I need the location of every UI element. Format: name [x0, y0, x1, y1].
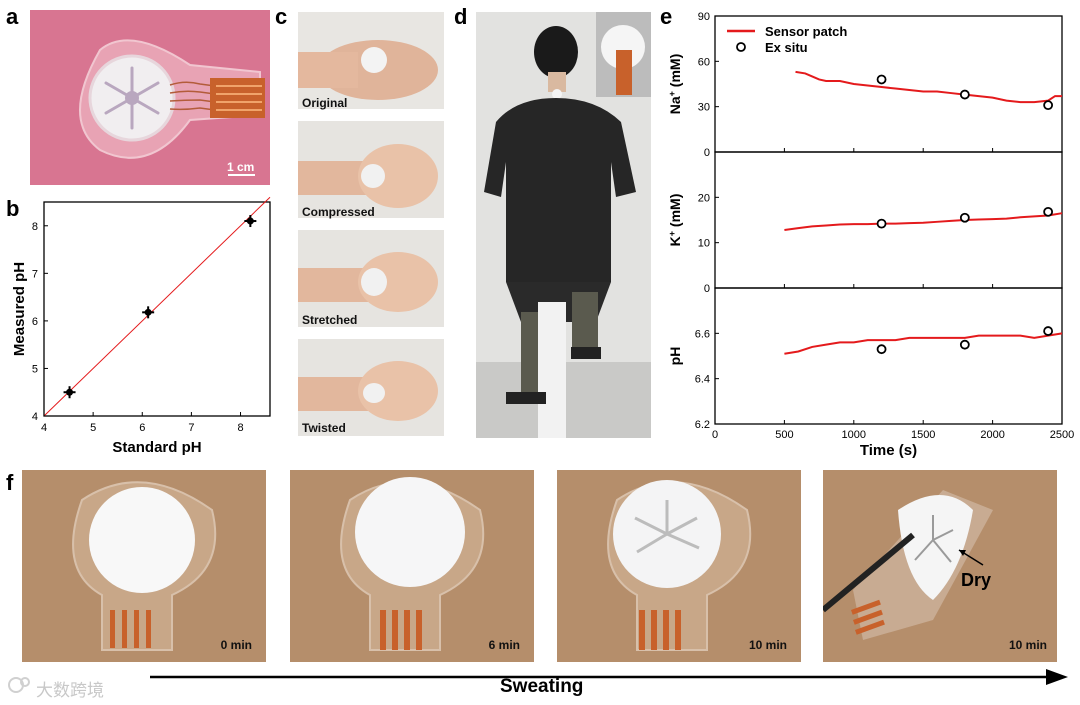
panel-c-photo-original	[298, 12, 444, 109]
sweating-arrow	[150, 669, 1068, 685]
hand-illustration	[298, 12, 444, 109]
fit-line	[43, 196, 271, 417]
panel-label-f: f	[6, 470, 14, 495]
subplot-frame	[714, 287, 1063, 425]
x-tick-label: 1500	[911, 429, 935, 441]
person-cycling-illustration	[476, 12, 651, 438]
panel-e-chart: 0 30 60 90 Na+ (mM) 0 10 20 K+ (mM) 6.2 6.4 6.6 pH 0 5…	[667, 11, 1074, 459]
hand-illustration	[298, 339, 444, 436]
panel-label-b: b	[6, 196, 20, 221]
x-tick-label: 8	[237, 422, 243, 434]
legend-sensor-label: Sensor patch	[765, 24, 847, 39]
x-tick-label: 2500	[1050, 429, 1074, 441]
ex-situ-point	[959, 89, 970, 100]
x-tick-label: 2000	[980, 429, 1004, 441]
x-tick-label: 4	[41, 422, 47, 434]
y-tick-label: 7	[32, 268, 38, 280]
data-point	[244, 215, 257, 228]
ex-situ-point	[1043, 326, 1054, 336]
y-axis-label: Measured pH	[11, 262, 28, 356]
y-tick-label: 10	[698, 238, 710, 250]
scale-bar-label: 1 cm	[227, 160, 255, 174]
legend-exsitu-swatch	[736, 42, 746, 52]
x-axis-label: Standard pH	[112, 439, 201, 456]
x-tick-label: 7	[188, 422, 194, 434]
point-marker	[246, 217, 254, 225]
ex-situ-point	[959, 212, 970, 223]
caption-stretched: Stretched	[302, 313, 358, 327]
caption-compressed: Compressed	[302, 205, 375, 219]
time-label-0: 0 min	[220, 638, 252, 652]
x-tick-label: 6	[139, 422, 145, 434]
time-label-6: 6 min	[488, 638, 520, 652]
watermark-logo-icon	[8, 677, 30, 693]
panel-f-photo-0min: 0 min	[22, 470, 266, 662]
y-tick-label: 6.4	[695, 374, 710, 386]
panel-label-c: c	[275, 4, 288, 29]
patch-on-skin-illustration	[290, 470, 534, 662]
patch-on-skin-illustration	[557, 470, 801, 662]
y-tick-label: 60	[698, 56, 710, 68]
dry-annotation: Dry	[961, 570, 992, 590]
ex-situ-point	[1043, 100, 1054, 111]
subplot-frame	[714, 151, 1063, 289]
panel-c-photo-twisted	[298, 339, 444, 436]
panel-c-photo-compressed	[298, 121, 444, 218]
panel-label-d: d	[454, 4, 468, 29]
ex-situ-point	[959, 339, 970, 350]
ex-situ-point	[1043, 206, 1054, 217]
y-tick-label: 20	[698, 192, 710, 204]
data-point	[63, 386, 76, 399]
y-tick-label: 30	[698, 102, 710, 114]
panel-label-a: a	[6, 4, 19, 29]
hand-illustration	[298, 230, 444, 327]
point-marker	[66, 388, 74, 396]
y-tick-label: 5	[32, 363, 38, 375]
time-label-10b: 10 min	[1008, 638, 1047, 652]
y-axis-label: pH	[667, 347, 683, 366]
ex-situ-point	[876, 344, 887, 355]
sensor-line	[795, 70, 1062, 104]
y-tick-label: 90	[698, 11, 710, 23]
y-tick-label: 6.2	[695, 419, 710, 431]
sensor-line	[784, 212, 1063, 231]
panel-d-photo	[476, 12, 651, 438]
peeled-patch-illustration	[823, 470, 1057, 662]
panel-b-chart: 4 5 6 7 8 4 5 6 7 8 Standard pH Measured pH	[11, 196, 271, 456]
x-tick-label: 0	[712, 429, 718, 441]
panel-c-photo-stretched	[298, 230, 444, 327]
y-tick-label: 4	[32, 411, 38, 423]
sensor-patch-illustration	[30, 10, 270, 185]
x-tick-label: 500	[775, 429, 793, 441]
caption-twisted: Twisted	[302, 421, 346, 435]
caption-original: Original	[302, 96, 348, 110]
hand-illustration	[298, 121, 444, 218]
ex-situ-point	[876, 74, 887, 85]
legend-exsitu-label: Ex situ	[765, 40, 808, 55]
patch-on-skin-illustration	[22, 470, 266, 662]
time-label-10a: 10 min	[748, 638, 787, 652]
y-tick-label: 0	[704, 283, 710, 295]
y-tick-label: 6.6	[695, 328, 710, 340]
y-axis-label: Na+ (mM)	[667, 54, 683, 115]
sweating-label: Sweating	[500, 676, 584, 697]
sensor-line	[784, 332, 1063, 355]
panel-label-e: e	[660, 4, 673, 29]
x-tick-label: 1000	[842, 429, 866, 441]
panel-a-photo: 1 cm	[30, 10, 270, 185]
point-marker	[144, 308, 152, 316]
data-point	[142, 306, 155, 319]
y-axis-label: K+ (mM)	[667, 194, 683, 247]
x-tick-label: 5	[90, 422, 96, 434]
watermark: 大数跨境	[36, 681, 104, 701]
ex-situ-point	[876, 218, 887, 229]
panel-f-photo-10min-peeled: Dry 10 min	[823, 470, 1057, 662]
plot-frame	[43, 201, 271, 417]
y-tick-label: 0	[704, 147, 710, 159]
panel-f-photo-6min: 6 min	[290, 470, 534, 662]
y-tick-label: 8	[32, 221, 38, 233]
panel-f-photo-10min: 10 min	[557, 470, 801, 662]
y-tick-label: 6	[32, 316, 38, 328]
x-axis-label: Time (s)	[860, 442, 917, 459]
